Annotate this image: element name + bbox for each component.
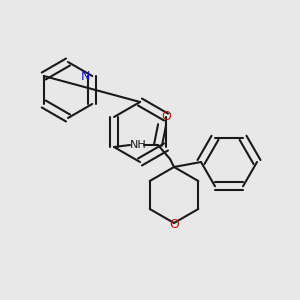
Text: O: O	[161, 110, 171, 124]
Text: O: O	[169, 218, 179, 232]
Text: N: N	[81, 70, 90, 83]
Text: NH: NH	[130, 140, 146, 150]
